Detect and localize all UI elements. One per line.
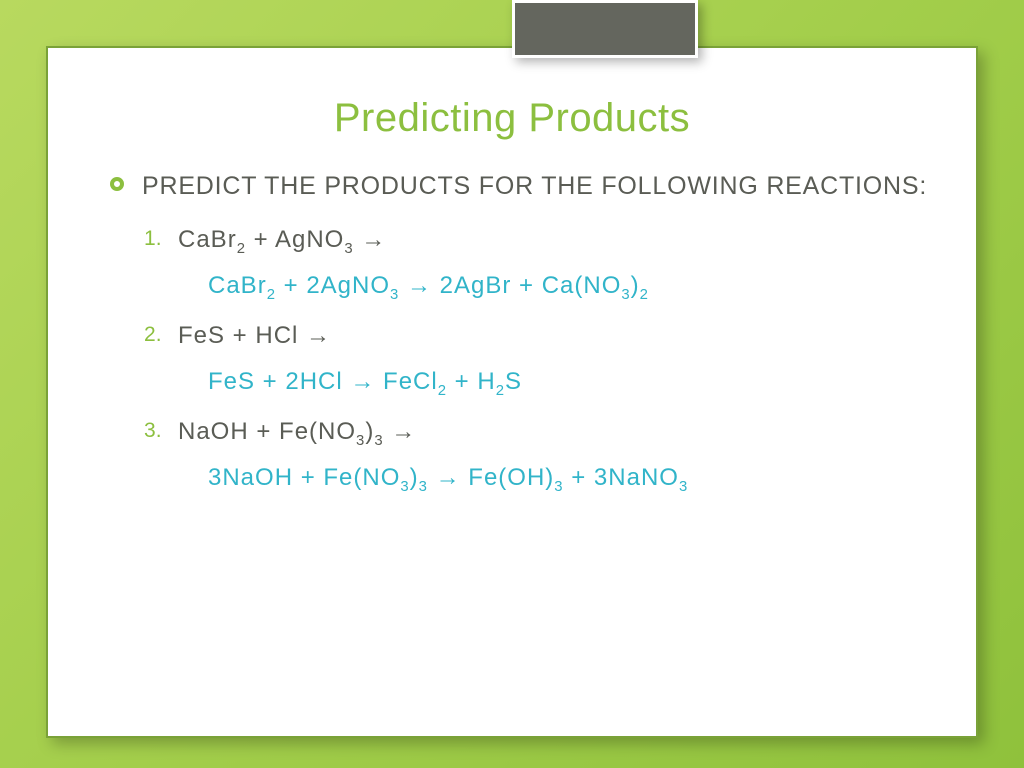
reaction-answer: CaBr2 + 2AgNO3 → 2AgBr + Ca(NO3)2 [208,272,930,300]
list-item: CaBr2 + AgNO3 → CaBr2 + 2AgNO3 → 2AgBr +… [144,226,930,300]
list-item: FeS + HCl → FeS + 2HCl → FeCl2 + H2S [144,322,930,396]
reaction-question: NaOH + Fe(NO3)3 → [178,418,930,446]
content-area: PREDICT THE PRODUCTS FOR THE FOLLOWING R… [110,170,930,514]
reaction-answer: 3NaOH + Fe(NO3)3 → Fe(OH)3 + 3NaNO3 [208,464,930,492]
reaction-question: CaBr2 + AgNO3 → [178,226,930,254]
lead-bullet: PREDICT THE PRODUCTS FOR THE FOLLOWING R… [110,170,930,204]
reaction-answer: FeS + 2HCl → FeCl2 + H2S [208,368,930,396]
reaction-question: FeS + HCl → [178,322,930,350]
slide: Predicting Products PREDICT THE PRODUCTS… [0,0,1024,768]
top-tab [512,0,698,58]
lead-text: PREDICT THE PRODUCTS FOR THE FOLLOWING R… [142,170,927,204]
reaction-list: CaBr2 + AgNO3 → CaBr2 + 2AgNO3 → 2AgBr +… [144,226,930,492]
circle-bullet-icon [110,177,124,191]
slide-title: Predicting Products [0,96,1024,141]
list-item: NaOH + Fe(NO3)3 → 3NaOH + Fe(NO3)3 → Fe(… [144,418,930,492]
